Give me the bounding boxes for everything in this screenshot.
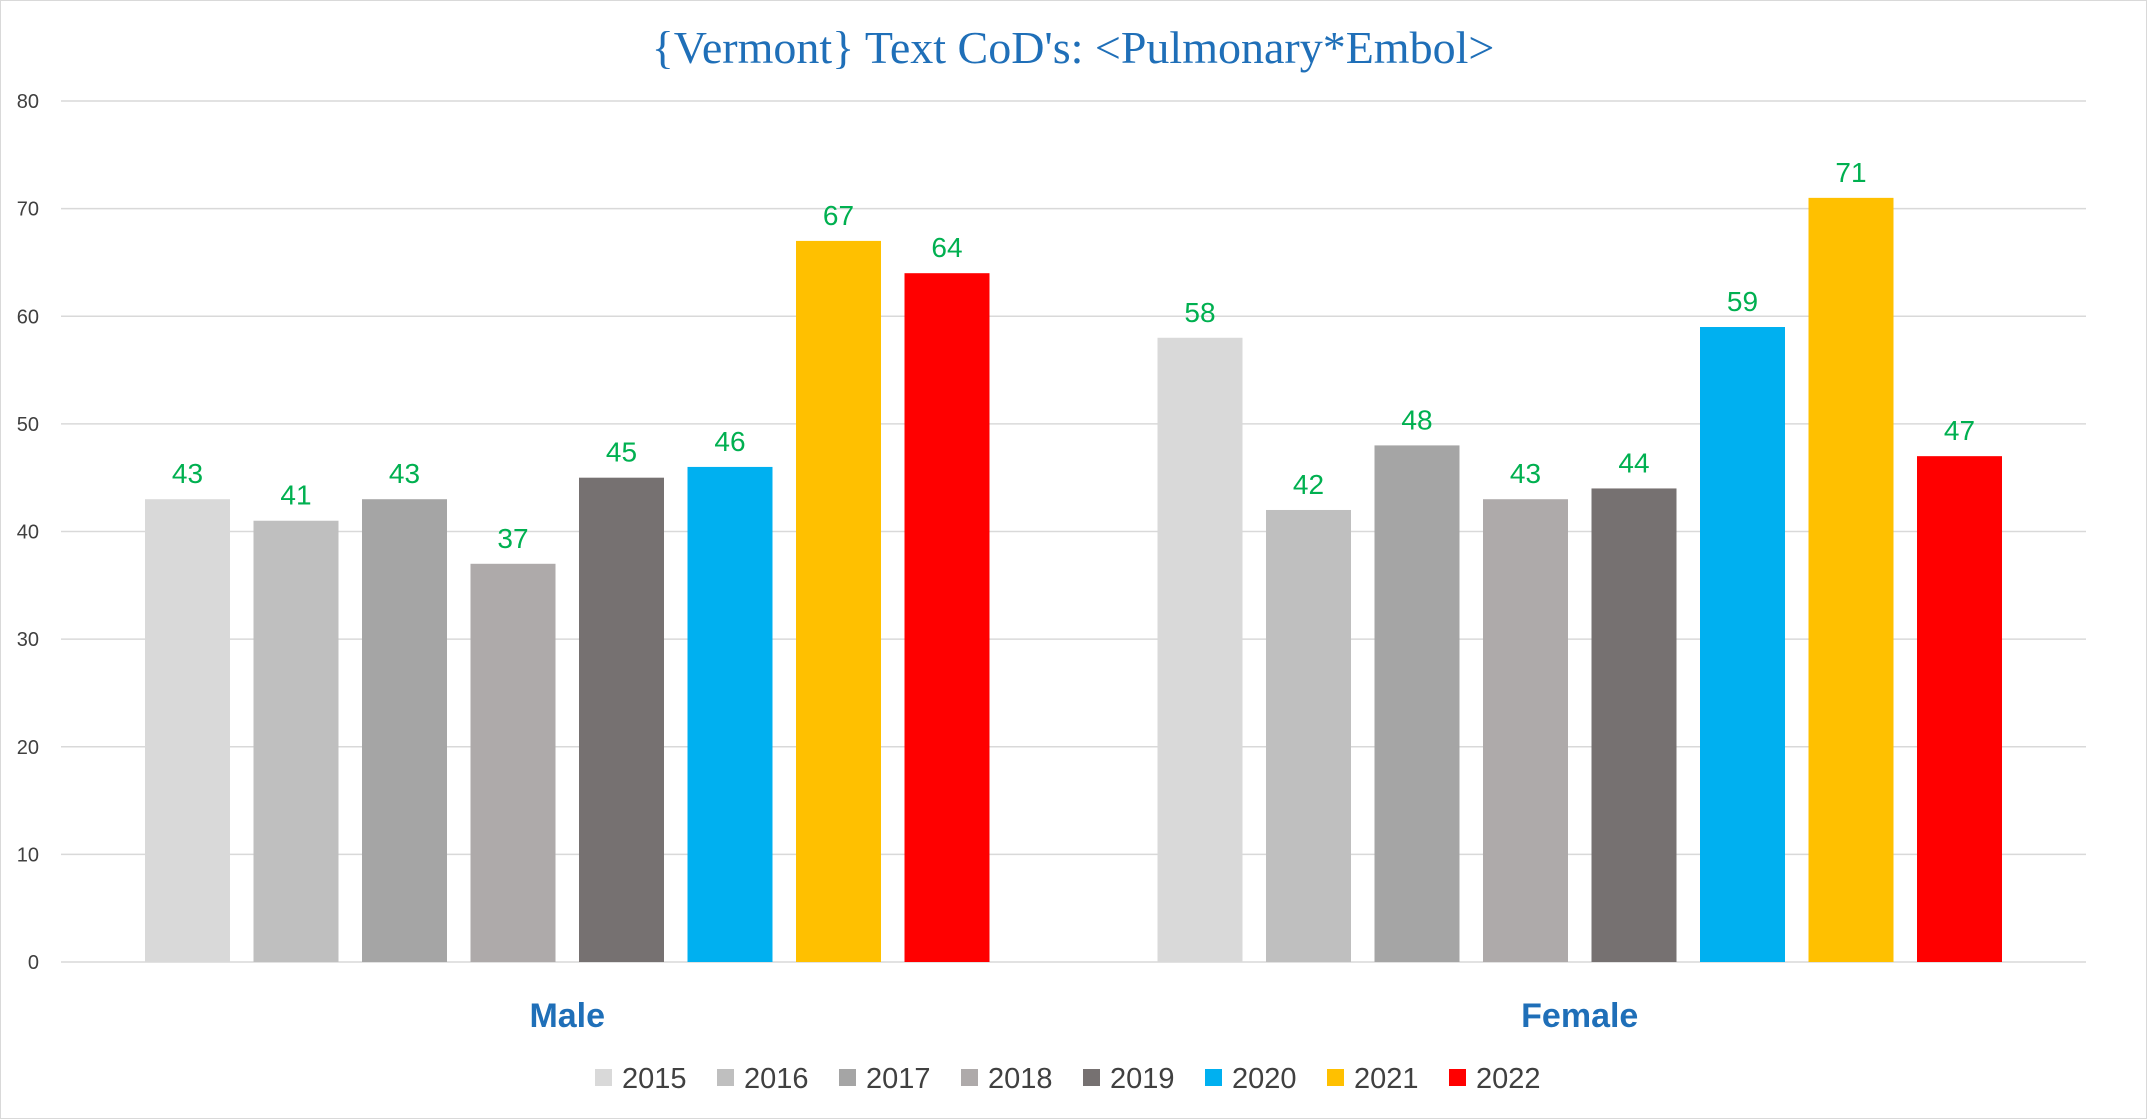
legend-swatch: [961, 1069, 978, 1086]
bar-female-2021: [1808, 197, 1894, 963]
data-label: 58: [1184, 297, 1215, 328]
data-label: 71: [1835, 157, 1866, 188]
data-label: 64: [931, 232, 962, 263]
legend-label: 2019: [1110, 1063, 1175, 1095]
legend-label: 2016: [744, 1063, 809, 1095]
legend-label: 2018: [988, 1063, 1053, 1095]
data-label: 45: [606, 437, 637, 468]
legend-label: 2020: [1232, 1063, 1297, 1095]
legend-swatch: [1449, 1069, 1466, 1086]
legend-item-2017: 2017: [839, 1063, 931, 1095]
data-label: 59: [1727, 286, 1758, 317]
legend-swatch: [1205, 1069, 1222, 1086]
y-tick-label: 60: [17, 306, 39, 328]
y-tick-label: 10: [17, 844, 39, 866]
legend-swatch: [595, 1069, 612, 1086]
bar-female-2022: [1917, 456, 2002, 962]
bar-female-2019: [1591, 488, 1677, 962]
legend-item-2018: 2018: [961, 1063, 1053, 1095]
legend-item-2020: 2020: [1205, 1063, 1297, 1095]
bar-male-2022: [904, 273, 990, 962]
y-tick-label: 20: [17, 737, 39, 759]
y-tick-label: 0: [28, 952, 39, 974]
bar-male-2017: [362, 499, 447, 962]
bar-male-2018: [470, 563, 556, 962]
bar-male-2019: [579, 477, 664, 962]
legend-swatch: [839, 1069, 856, 1086]
bars: [145, 197, 2002, 963]
bar-female-2018: [1483, 499, 1568, 962]
legend-swatch: [717, 1069, 734, 1086]
bar-female-2020: [1700, 327, 1785, 962]
legend-label: 2015: [622, 1063, 687, 1095]
y-tick-label: 30: [17, 629, 39, 651]
legend-item-2019: 2019: [1083, 1063, 1175, 1095]
y-tick-label: 50: [17, 414, 39, 436]
legend-swatch: [1327, 1069, 1344, 1086]
bar-female-2015: [1157, 337, 1243, 962]
bar-male-2021: [796, 240, 881, 963]
category-labels: Male Female: [529, 997, 1638, 1035]
legend-item-2021: 2021: [1327, 1063, 1419, 1095]
chart-title: {Vermont} Text CoD's: <Pulmonary*Embol>: [652, 22, 1495, 73]
data-label: 37: [497, 523, 528, 554]
bar-male-2015: [145, 499, 230, 962]
data-label: 43: [1510, 458, 1541, 489]
data-label: 47: [1944, 415, 1975, 446]
data-label: 43: [389, 458, 420, 489]
legend: 2015 2016 2017 2018 2019 2020 2021 2022: [595, 1063, 1541, 1095]
data-label: 43: [172, 458, 203, 489]
data-label: 48: [1401, 404, 1432, 435]
data-labels: 43 41 43 37 45 46 67 64 58 42 48 43 44 59 71 47: [172, 157, 1975, 554]
data-label: 44: [1618, 447, 1649, 478]
data-label: 42: [1293, 469, 1324, 500]
bar-male-2016: [253, 520, 339, 962]
legend-item-2015: 2015: [595, 1063, 687, 1095]
bar-female-2017: [1374, 445, 1460, 962]
legend-swatch: [1083, 1069, 1100, 1086]
category-label-female: Female: [1521, 997, 1638, 1035]
y-tick-label: 70: [17, 199, 39, 221]
legend-label: 2017: [866, 1063, 931, 1095]
y-tick-label: 40: [17, 522, 39, 544]
legend-item-2022: 2022: [1449, 1063, 1541, 1095]
data-label: 46: [714, 426, 745, 457]
legend-item-2016: 2016: [717, 1063, 809, 1095]
bar-female-2016: [1266, 509, 1351, 962]
y-tick-label: 80: [17, 91, 39, 113]
category-label-male: Male: [529, 997, 605, 1035]
y-axis-tick-labels: 0 10 20 30 40 50 60 70 80: [17, 91, 39, 974]
data-label: 41: [280, 480, 311, 511]
bar-male-2020: [687, 466, 773, 962]
legend-label: 2021: [1354, 1063, 1419, 1095]
legend-label: 2022: [1476, 1063, 1541, 1095]
data-label: 67: [823, 200, 854, 231]
